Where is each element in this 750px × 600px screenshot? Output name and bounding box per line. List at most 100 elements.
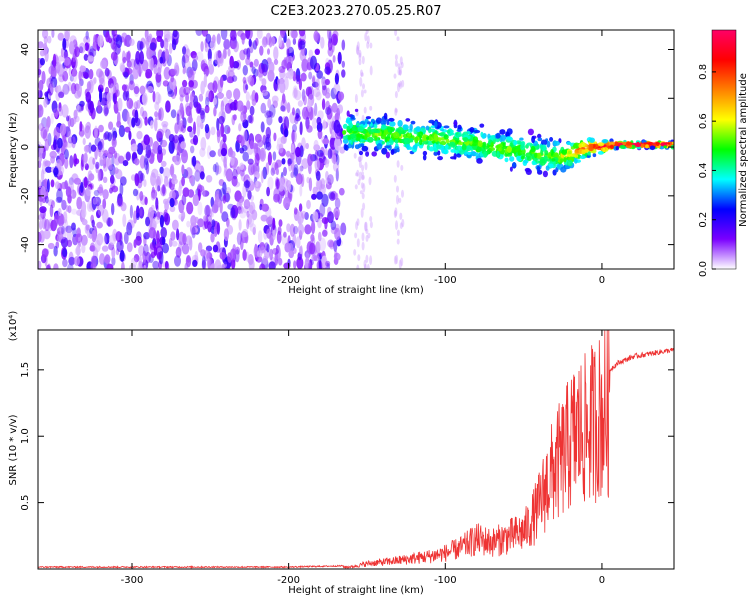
spectrogram-cell — [305, 142, 310, 150]
spectrogram-cell — [406, 143, 410, 150]
spectrogram-cell — [66, 229, 73, 242]
spectrogram-cell — [247, 115, 253, 124]
spectrogram-cell — [178, 213, 184, 220]
spectrogram-cell — [148, 207, 154, 220]
spectrogram-cell — [649, 145, 656, 151]
spectrogram-cell — [363, 106, 367, 114]
spectrogram-cell — [287, 68, 294, 80]
spectrogram-cell — [236, 166, 241, 175]
spectrogram-cell — [71, 173, 79, 183]
spectrogram-cell — [512, 162, 516, 167]
spectrogram-cell — [103, 234, 107, 245]
spectrogram-cell — [115, 82, 119, 94]
spectrogram-cell — [195, 30, 203, 37]
spectrogram-cell — [314, 48, 320, 55]
spectrogram-cell — [248, 162, 255, 176]
spectrogram-cell — [589, 137, 595, 143]
spectrogram-cell — [319, 202, 326, 217]
spectrogram-cell — [92, 34, 97, 48]
spectrogram-cell — [286, 102, 291, 114]
spectrogram-cell — [58, 224, 65, 232]
spectrogram-cell — [96, 221, 103, 229]
spectrogram-xtick-label: -300 — [121, 275, 144, 286]
spectrogram-cell — [207, 221, 212, 233]
spectrogram-cell — [87, 98, 92, 111]
spectrogram-cell — [536, 160, 540, 164]
spectrogram-cell — [39, 206, 47, 214]
spectrogram-cell — [400, 257, 404, 267]
spectrogram-cell — [362, 130, 367, 134]
spectrogram-cell — [286, 223, 291, 233]
spectrogram-cell — [358, 59, 362, 66]
spectrogram-cell — [356, 123, 360, 126]
spectrogram-cell — [367, 232, 371, 239]
spectrogram-cell — [360, 89, 364, 98]
spectrogram-cell — [84, 163, 89, 171]
spectrogram-cell — [429, 128, 436, 132]
spectrogram-cell — [568, 150, 572, 155]
spectrogram-cell — [393, 255, 397, 265]
spectrogram-cell — [138, 206, 145, 219]
spectrogram-cell — [259, 263, 266, 269]
spectrogram-cell — [67, 205, 72, 214]
spectrogram-cell — [135, 50, 141, 65]
spectrogram-cell — [96, 209, 101, 219]
spectrogram-cell — [54, 212, 59, 227]
spectrogram-cell — [261, 36, 268, 48]
spectrogram-cell — [272, 217, 276, 231]
spectrogram-cell — [338, 187, 345, 196]
spectrogram-cell — [298, 203, 303, 213]
spectrogram-cell — [333, 119, 341, 134]
spectrogram-cell — [81, 218, 88, 226]
spectrogram-cell — [341, 69, 346, 78]
spectrogram-cell — [64, 219, 69, 233]
snr-frame — [37, 329, 675, 570]
spectrogram-cell — [38, 260, 42, 269]
spectrogram-cell — [365, 151, 370, 157]
spectrogram-cell — [71, 222, 76, 231]
spectrogram-cell — [476, 158, 483, 164]
spectrogram-cell — [187, 116, 194, 124]
spectrogram-cell — [186, 201, 194, 215]
spectrogram-cell — [283, 231, 287, 238]
spectrogram-cell — [185, 167, 193, 179]
spectrogram-xtick-label: 0 — [599, 275, 605, 286]
spectrogram-cell — [90, 144, 97, 152]
spectrogram-cell — [144, 196, 148, 206]
spectrogram-cell — [287, 180, 292, 192]
spectrogram-cell — [614, 141, 619, 146]
spectrogram-cell — [176, 113, 180, 125]
spectrogram-cell — [97, 141, 103, 151]
spectrogram-cell — [193, 95, 199, 108]
spectrogram-cell — [400, 61, 404, 69]
spectrogram-cell — [158, 108, 162, 121]
spectrogram-cell — [303, 95, 307, 106]
spectrogram-cell — [73, 153, 78, 167]
spectrogram-cell — [214, 259, 222, 269]
spectrogram-cell — [408, 146, 412, 150]
spectrogram-cell — [212, 97, 217, 105]
spectrogram-cell — [283, 116, 290, 131]
spectrogram-cell — [276, 78, 281, 85]
spectrogram-cell — [313, 255, 320, 262]
spectrogram-cell — [394, 91, 398, 99]
spectrogram-cell — [139, 155, 146, 169]
spectrogram-cell — [490, 142, 494, 148]
spectrogram-cell — [90, 242, 95, 252]
spectrogram-cell — [437, 156, 443, 161]
spectrogram-cell — [330, 220, 337, 231]
spectrogram-cell — [615, 146, 619, 151]
spectrogram-cell — [365, 30, 369, 35]
spectrogram-cell — [428, 146, 435, 152]
spectrogram-cell — [159, 214, 164, 228]
spectrogram-cell — [291, 129, 295, 144]
spectrogram-cell — [129, 38, 135, 46]
spectrogram-cell — [129, 263, 137, 269]
spectrogram-cell — [68, 67, 72, 77]
spectrogram-cell — [402, 124, 409, 131]
spectrogram-cell — [396, 229, 400, 236]
spectrogram-cell — [395, 254, 399, 265]
spectrogram-cell — [38, 104, 44, 118]
spectrogram-cell — [357, 178, 361, 186]
